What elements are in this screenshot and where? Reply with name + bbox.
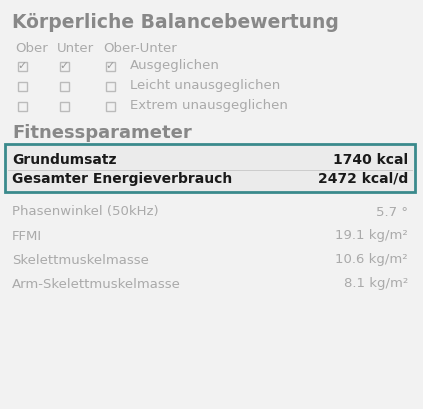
Text: ✓: ✓ (59, 61, 69, 71)
Text: 2472 kcal/d: 2472 kcal/d (318, 172, 408, 186)
Text: Ober: Ober (15, 41, 48, 54)
Text: Grundumsatz: Grundumsatz (12, 153, 116, 167)
FancyBboxPatch shape (5, 144, 415, 192)
Text: Fitnessparameter: Fitnessparameter (12, 124, 192, 142)
Text: Skelettmuskelmasse: Skelettmuskelmasse (12, 254, 149, 267)
Text: Arm-Skelettmuskelmasse: Arm-Skelettmuskelmasse (12, 277, 181, 290)
Text: Unter: Unter (57, 41, 94, 54)
Text: 5.7 °: 5.7 ° (376, 205, 408, 218)
Text: Extrem unausgeglichen: Extrem unausgeglichen (130, 99, 288, 112)
Text: Ober-Unter: Ober-Unter (103, 41, 177, 54)
Text: Ausgeglichen: Ausgeglichen (130, 59, 220, 72)
Text: 8.1 kg/m²: 8.1 kg/m² (344, 277, 408, 290)
Text: 10.6 kg/m²: 10.6 kg/m² (335, 254, 408, 267)
Text: ✓: ✓ (105, 61, 115, 71)
Text: 19.1 kg/m²: 19.1 kg/m² (335, 229, 408, 243)
Text: Phasenwinkel (50kHz): Phasenwinkel (50kHz) (12, 205, 159, 218)
Text: Körperliche Balancebewertung: Körperliche Balancebewertung (12, 13, 339, 31)
Text: FFMI: FFMI (12, 229, 42, 243)
Text: Gesamter Energieverbrauch: Gesamter Energieverbrauch (12, 172, 232, 186)
Text: ✓: ✓ (17, 61, 27, 71)
Text: 1740 kcal: 1740 kcal (333, 153, 408, 167)
Text: Leicht unausgeglichen: Leicht unausgeglichen (130, 79, 280, 92)
